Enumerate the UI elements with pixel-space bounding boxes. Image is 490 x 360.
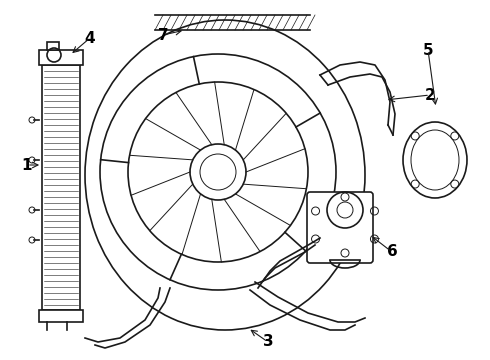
Bar [39, 50, 83, 65]
Text: 3: 3 [263, 334, 273, 350]
Text: 1: 1 [22, 158, 32, 172]
Text: 5: 5 [423, 42, 433, 58]
Text: 7: 7 [158, 27, 168, 42]
Text: 2: 2 [425, 87, 436, 103]
Bar [47, 42, 59, 50]
Bar [39, 310, 83, 322]
Text: 6: 6 [387, 244, 397, 260]
Text: 4: 4 [85, 31, 96, 45]
Bar [42, 65, 80, 310]
FancyBboxPatch shape [307, 192, 373, 263]
